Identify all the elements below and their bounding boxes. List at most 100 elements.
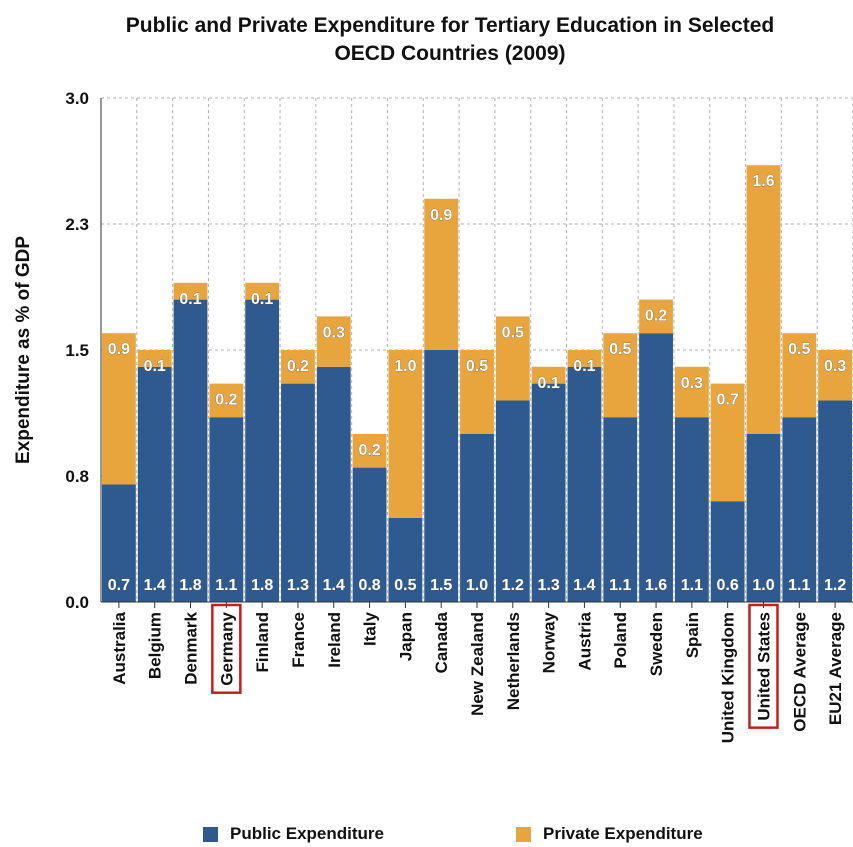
legend-item-private: Private Expenditure — [516, 824, 703, 844]
y-tick-label: 0.8 — [65, 467, 89, 486]
x-tick-label: United Kingdom — [719, 612, 738, 743]
x-tick-label: Sweden — [647, 612, 666, 676]
data-label-private: 0.9 — [430, 207, 452, 224]
data-label-public: 1.1 — [215, 577, 237, 594]
data-label-private: 0.1 — [144, 358, 166, 375]
bar-public — [639, 333, 673, 602]
bar-private — [102, 333, 136, 485]
highlight-box — [211, 603, 242, 694]
bar-public — [531, 383, 566, 602]
x-tick-label: Italy — [361, 611, 380, 646]
legend-item-public: Public Expenditure — [203, 824, 384, 844]
data-label-private: 0.2 — [645, 308, 667, 325]
y-axis-label: Expenditure as % of GDP — [13, 236, 34, 464]
x-tick-label: New Zealand — [468, 612, 487, 716]
data-label-public: 1.4 — [323, 577, 345, 594]
data-label-public: 0.8 — [358, 577, 380, 594]
bar-private — [424, 198, 459, 350]
data-label-private: 0.3 — [681, 375, 703, 392]
bar-private — [137, 350, 172, 367]
data-label-public: 1.1 — [788, 577, 810, 594]
bar-private — [782, 333, 817, 418]
bar-private — [460, 350, 494, 434]
data-label-public: 1.1 — [681, 577, 703, 594]
bar-public — [782, 417, 817, 602]
data-label-public: 0.7 — [108, 577, 130, 594]
legend-swatch-public — [203, 826, 218, 842]
bar-private — [495, 316, 530, 401]
bar-public — [674, 417, 709, 602]
x-tick-label: Norway — [540, 611, 559, 673]
bar-private — [316, 316, 351, 367]
x-tick-label: Spain — [683, 612, 702, 658]
bar-public — [352, 467, 387, 602]
data-label-public: 1.0 — [466, 577, 488, 594]
x-tick-label: Ireland — [325, 612, 344, 668]
x-tick-label: United States — [754, 612, 773, 721]
bar-public — [460, 434, 494, 602]
x-tick-label: Austria — [575, 611, 594, 670]
data-label-public: 1.3 — [537, 577, 559, 594]
bar-public — [424, 350, 459, 602]
data-label-public: 1.1 — [609, 577, 631, 594]
bar-public — [173, 299, 208, 602]
data-label-public: 1.4 — [573, 577, 595, 594]
data-label-public: 1.2 — [824, 577, 846, 594]
data-label-public: 1.3 — [287, 577, 309, 594]
bar-private — [818, 350, 852, 401]
bar-public — [710, 501, 745, 602]
data-label-public: 1.2 — [502, 577, 524, 594]
bar-private — [281, 350, 315, 384]
bar-public — [281, 383, 315, 602]
y-tick-label: 0.0 — [65, 593, 89, 612]
data-label-private: 0.5 — [609, 341, 631, 358]
x-tick-label: OECD Average — [790, 612, 809, 732]
bar-public — [495, 400, 530, 602]
bar-private — [173, 282, 208, 300]
data-label-private: 0.1 — [573, 358, 595, 375]
data-label-private: 0.2 — [287, 358, 309, 375]
x-tick-label: EU21 Average — [826, 612, 845, 725]
bar-private — [567, 350, 602, 367]
x-tick-label: Germany — [217, 611, 236, 685]
x-tick-label: Canada — [432, 611, 451, 673]
bar-private — [245, 282, 280, 300]
data-label-private: 0.1 — [537, 375, 559, 392]
legend-label-public: Public Expenditure — [230, 824, 384, 843]
data-label-private: 0.5 — [502, 324, 524, 341]
data-label-private: 0.3 — [824, 358, 846, 375]
bar-public — [137, 366, 172, 602]
bar-private — [746, 165, 781, 434]
data-label-private: 0.5 — [466, 358, 488, 375]
x-tick-label: Belgium — [146, 612, 165, 679]
bar-private — [209, 383, 244, 418]
bar-public — [209, 417, 244, 602]
data-label-public: 1.0 — [752, 577, 774, 594]
data-label-public: 0.5 — [394, 577, 416, 594]
chart-title: Public and Private Expenditure for Terti… — [125, 14, 775, 65]
x-tick-label: Netherlands — [504, 612, 523, 710]
data-label-public: 0.6 — [717, 577, 739, 594]
bar-public — [388, 518, 423, 602]
bar-public — [746, 434, 781, 602]
legend-label-private: Private Expenditure — [543, 824, 703, 843]
highlight-box — [748, 603, 779, 729]
y-tick-label: 3.0 — [65, 89, 89, 108]
data-label-private: 0.5 — [788, 341, 810, 358]
bar-private — [352, 434, 387, 468]
bar-private — [531, 366, 566, 384]
data-label-private: 0.9 — [108, 341, 130, 358]
bar-public — [102, 484, 136, 602]
bar-public — [316, 366, 351, 602]
bar-public — [818, 400, 852, 602]
bar-public — [567, 366, 602, 602]
bar-public — [603, 417, 638, 602]
x-tick-label: Australia — [110, 611, 129, 684]
y-tick-label: 2.3 — [65, 215, 89, 234]
x-tick-label: Japan — [396, 612, 415, 661]
x-tick-label: Denmark — [182, 611, 201, 684]
data-label-private: 0.3 — [323, 324, 345, 341]
data-label-public: 1.8 — [179, 577, 201, 594]
data-label-public: 1.8 — [251, 577, 273, 594]
